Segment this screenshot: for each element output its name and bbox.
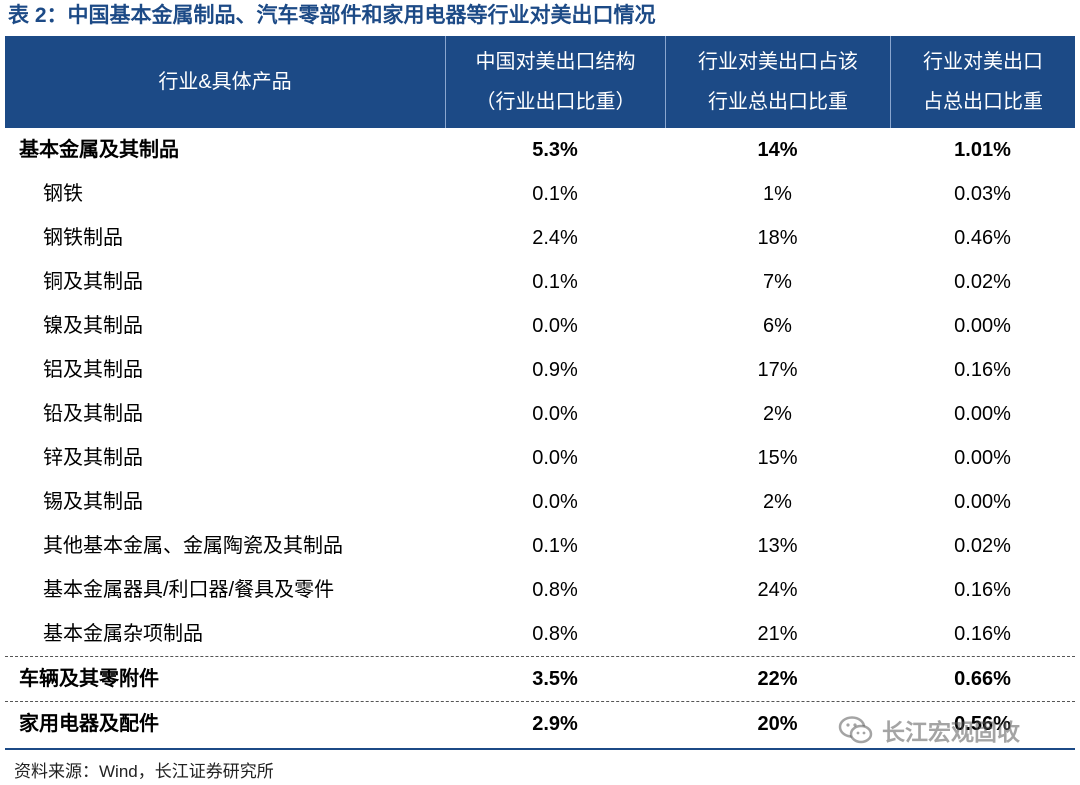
row-export-structure: 2.4% — [532, 227, 578, 249]
row-industry-share: 14% — [757, 139, 798, 161]
row-total-share: 0.00% — [954, 315, 1011, 337]
row-total-share: 0.46% — [954, 227, 1011, 249]
table-row: 基本金属及其制品 5.3% 14% 1.01% — [5, 128, 1075, 172]
row-total-share: 0.00% — [954, 447, 1011, 469]
row-export-structure: 0.1% — [532, 183, 578, 205]
header-industry: 行业&具体产品 — [5, 36, 445, 128]
row-export-structure: 0.1% — [532, 271, 578, 293]
row-total-share: 0.02% — [954, 535, 1011, 557]
table-row: 车辆及其零附件 3.5% 22% 0.66% — [5, 656, 1075, 701]
header-industry-label: 行业&具体产品 — [158, 71, 292, 93]
header-industry-share: 行业对美出口占该 行业总出口比重 — [665, 36, 890, 128]
row-industry-share: 15% — [757, 447, 798, 469]
row-industry-share: 1% — [763, 183, 792, 205]
row-export-structure: 0.0% — [532, 447, 578, 469]
row-industry-share: 7% — [763, 271, 792, 293]
row-industry-share: 20% — [757, 713, 798, 735]
row-total-share: 0.66% — [954, 668, 1011, 690]
row-export-structure: 0.8% — [532, 579, 578, 601]
table-row: 钢铁 0.1% 1% 0.03% — [5, 172, 1075, 216]
row-name: 家用电器及配件 — [19, 713, 159, 735]
row-name: 基本金属器具/利口器/餐具及零件 — [43, 579, 335, 601]
row-export-structure: 0.0% — [532, 403, 578, 425]
row-export-structure: 2.9% — [532, 713, 578, 735]
row-industry-share: 24% — [757, 579, 798, 601]
watermark-text: 长江宏观固收 — [882, 719, 1020, 745]
row-export-structure: 0.0% — [532, 491, 578, 513]
row-export-structure: 5.3% — [532, 139, 578, 161]
header-export-structure-line2: （行业出口比重） — [475, 91, 636, 113]
row-name: 锌及其制品 — [43, 447, 143, 469]
table-row: 家用电器及配件 2.9% 20% 0.56% — [5, 701, 1075, 746]
row-total-share: 0.16% — [954, 359, 1011, 381]
row-name: 钢铁 — [43, 183, 83, 205]
table-row: 铝及其制品 0.9% 17% 0.16% — [5, 348, 1075, 392]
table-row: 铅及其制品 0.0% 2% 0.00% — [5, 392, 1075, 436]
row-industry-share: 22% — [757, 668, 798, 690]
header-export-structure: 中国对美出口结构 （行业出口比重） — [445, 36, 665, 128]
row-industry-share: 2% — [763, 491, 792, 513]
table-header: 行业&具体产品 中国对美出口结构 （行业出口比重） 行业对美出口占该 行业总出口… — [5, 36, 1075, 128]
row-total-share: 1.01% — [954, 139, 1011, 161]
header-industry-share-line2: 行业总出口比重 — [708, 91, 848, 113]
table-bottom-border — [5, 748, 1075, 750]
row-name: 锡及其制品 — [43, 491, 143, 513]
row-export-structure: 0.8% — [532, 623, 578, 645]
row-total-share: 0.16% — [954, 579, 1011, 601]
row-total-share: 0.56% — [954, 713, 1011, 735]
row-export-structure: 0.9% — [532, 359, 578, 381]
row-name: 其他基本金属、金属陶瓷及其制品 — [43, 535, 343, 557]
row-industry-share: 6% — [763, 315, 792, 337]
row-industry-share: 13% — [757, 535, 798, 557]
row-total-share: 0.00% — [954, 403, 1011, 425]
row-name: 基本金属杂项制品 — [43, 623, 203, 645]
header-export-structure-line1: 中国对美出口结构 — [475, 51, 636, 73]
table-row: 其他基本金属、金属陶瓷及其制品 0.1% 13% 0.02% — [5, 524, 1075, 568]
table-row: 基本金属杂项制品 0.8% 21% 0.16% — [5, 612, 1075, 656]
row-industry-share: 17% — [757, 359, 798, 381]
table-row: 基本金属器具/利口器/餐具及零件 0.8% 24% 0.16% — [5, 568, 1075, 612]
table-row: 锌及其制品 0.0% 15% 0.00% — [5, 436, 1075, 480]
row-total-share: 0.03% — [954, 183, 1011, 205]
header-total-share-line2: 占总出口比重 — [923, 91, 1043, 113]
table-body: 基本金属及其制品 5.3% 14% 1.01% 钢铁 0.1% 1% 0.03%… — [5, 128, 1075, 746]
row-export-structure: 0.1% — [532, 535, 578, 557]
row-name: 铜及其制品 — [43, 271, 143, 293]
row-name: 车辆及其零附件 — [19, 668, 159, 690]
table-row: 锡及其制品 0.0% 2% 0.00% — [5, 480, 1075, 524]
header-total-share-line1: 行业对美出口 — [923, 51, 1043, 73]
row-total-share: 0.00% — [954, 491, 1011, 513]
row-total-share: 0.02% — [954, 271, 1011, 293]
row-name: 铝及其制品 — [43, 359, 143, 381]
header-industry-share-line1: 行业对美出口占该 — [698, 51, 858, 73]
table-title: 表 2：中国基本金属制品、汽车零部件和家用电器等行业对美出口情况 — [8, 4, 656, 27]
header-total-share: 行业对美出口 占总出口比重 — [890, 36, 1075, 128]
row-industry-share: 2% — [763, 403, 792, 425]
row-export-structure: 0.0% — [532, 315, 578, 337]
table-row: 镍及其制品 0.0% 6% 0.00% — [5, 304, 1075, 348]
row-name: 铅及其制品 — [43, 403, 143, 425]
row-export-structure: 3.5% — [532, 668, 578, 690]
row-name: 基本金属及其制品 — [19, 139, 179, 161]
row-name: 镍及其制品 — [43, 315, 143, 337]
row-total-share: 0.16% — [954, 623, 1011, 645]
wechat-icon — [838, 716, 873, 744]
row-industry-share: 21% — [757, 623, 798, 645]
row-name: 钢铁制品 — [43, 227, 123, 249]
source-note: 资料来源：Wind，长江证券研究所 — [14, 762, 274, 781]
table-row: 铜及其制品 0.1% 7% 0.02% — [5, 260, 1075, 304]
watermark: 长江宏观固收 — [838, 710, 1020, 750]
table-row: 钢铁制品 2.4% 18% 0.46% — [5, 216, 1075, 260]
row-industry-share: 18% — [757, 227, 798, 249]
